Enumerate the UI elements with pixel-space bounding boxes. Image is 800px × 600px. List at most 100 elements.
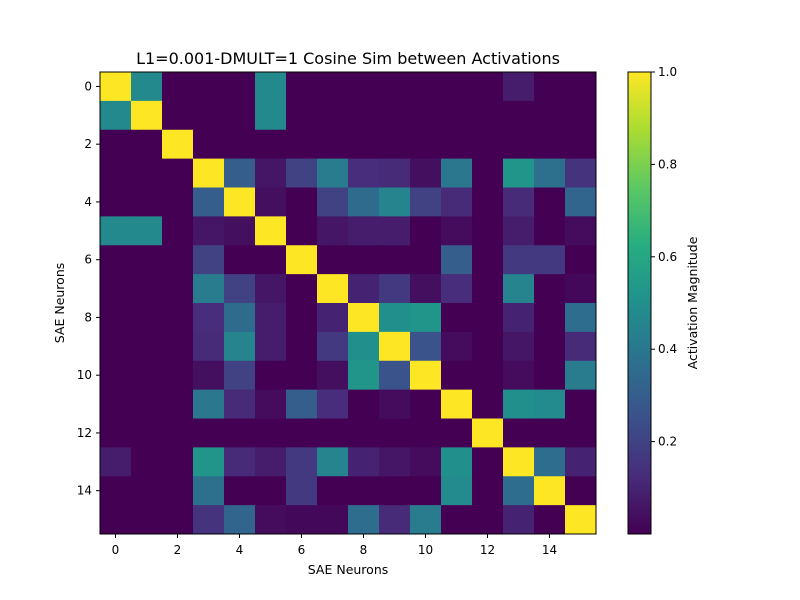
heatmap-cell-13-11 <box>441 447 473 477</box>
heatmap-cell-5-4 <box>224 216 256 246</box>
colorbar-tick-label: 0.2 <box>658 435 677 449</box>
heatmap-cell-15-5 <box>255 505 287 535</box>
heatmap-cell-8-10 <box>410 303 442 333</box>
heatmap-cell-11-0 <box>100 389 132 419</box>
heatmap-cell-1-0 <box>100 100 132 131</box>
heatmap-cell-7-5 <box>255 274 287 304</box>
heatmap-cell-12-8 <box>348 418 380 448</box>
heatmap-cell-0-12 <box>472 72 504 102</box>
heatmap-cell-13-9 <box>379 447 411 477</box>
heatmap-cell-9-11 <box>441 331 473 362</box>
heatmap-cell-14-6 <box>286 476 318 506</box>
heatmap-cell-2-1 <box>131 129 163 160</box>
heatmap-cell-0-0 <box>100 72 132 102</box>
plot-frame <box>99 71 597 535</box>
heatmap-cell-6-9 <box>379 245 411 275</box>
heatmap-cell-2-9 <box>379 129 411 160</box>
heatmap-cell-12-11 <box>441 418 473 448</box>
y-tick-label: 10 <box>77 368 92 382</box>
heatmap-cell-2-7 <box>317 129 349 160</box>
heatmap-cell-13-5 <box>255 447 287 477</box>
heatmap-cell-9-9 <box>379 331 411 362</box>
heatmap-cell-2-11 <box>441 129 473 160</box>
heatmap-cell-0-6 <box>286 72 318 102</box>
heatmap-cell-1-13 <box>503 100 535 131</box>
heatmap-cell-2-15 <box>565 129 597 160</box>
heatmap-cell-8-15 <box>565 303 597 333</box>
heatmap-cell-9-13 <box>503 331 535 362</box>
heatmap-cell-15-7 <box>317 505 349 535</box>
heatmap-cell-10-14 <box>534 360 566 391</box>
heatmap-cell-5-10 <box>410 216 442 246</box>
heatmap-cell-12-9 <box>379 418 411 448</box>
colorbar-tick-label: 0.6 <box>658 250 677 264</box>
heatmap-cell-4-1 <box>131 187 163 217</box>
x-tick-label: 6 <box>298 543 306 557</box>
chart-title: L1=0.001-DMULT=1 Cosine Sim between Acti… <box>136 49 560 68</box>
heatmap-cell-9-3 <box>193 331 225 362</box>
heatmap-cell-2-13 <box>503 129 535 160</box>
heatmap-cell-11-5 <box>255 389 287 419</box>
heatmap-cell-14-11 <box>441 476 473 506</box>
x-tick-label: 10 <box>418 543 433 557</box>
heatmap-cell-9-2 <box>162 331 194 362</box>
heatmap-cell-11-1 <box>131 389 163 419</box>
y-tick-label: 0 <box>84 79 92 93</box>
heatmap-cell-2-12 <box>472 129 504 160</box>
heatmap-cell-15-13 <box>503 505 535 535</box>
heatmap-cell-5-12 <box>472 216 504 246</box>
heatmap-cell-15-0 <box>100 505 132 535</box>
heatmap-cell-4-15 <box>565 187 597 217</box>
heatmap-cell-0-13 <box>503 72 535 102</box>
y-tick-label: 6 <box>84 253 92 267</box>
heatmap-cell-13-2 <box>162 447 194 477</box>
heatmap-cell-4-4 <box>224 187 256 217</box>
heatmap-cell-11-15 <box>565 389 597 419</box>
heatmap-cell-8-5 <box>255 303 287 333</box>
heatmap-cell-12-10 <box>410 418 442 448</box>
heatmap-cell-1-12 <box>472 100 504 131</box>
heatmap-cell-6-12 <box>472 245 504 275</box>
x-tick-label: 2 <box>174 543 182 557</box>
heatmap-cell-0-3 <box>193 72 225 102</box>
heatmap-cell-12-6 <box>286 418 318 448</box>
heatmap-cell-5-0 <box>100 216 132 246</box>
heatmap-cell-14-3 <box>193 476 225 506</box>
colorbar-tick-label: 0.4 <box>658 342 677 356</box>
heatmap-cell-14-0 <box>100 476 132 506</box>
heatmap-cell-4-3 <box>193 187 225 217</box>
heatmap-cell-6-8 <box>348 245 380 275</box>
heatmap-cell-4-11 <box>441 187 473 217</box>
heatmap-cell-3-15 <box>565 158 597 188</box>
heatmap-cell-9-6 <box>286 331 318 362</box>
heatmap-cell-5-1 <box>131 216 163 246</box>
heatmap-cell-7-10 <box>410 274 442 304</box>
heatmap-cell-2-0 <box>100 129 132 160</box>
heatmap-cell-4-5 <box>255 187 287 217</box>
heatmap-cell-9-8 <box>348 331 380 362</box>
heatmap-cell-3-13 <box>503 158 535 188</box>
heatmap-cell-15-9 <box>379 505 411 535</box>
heatmap-cell-2-4 <box>224 129 256 160</box>
heatmap-cell-15-4 <box>224 505 256 535</box>
x-axis-label: SAE Neurons <box>308 562 389 577</box>
heatmap-cell-0-2 <box>162 72 194 102</box>
heatmap-cell-3-3 <box>193 158 225 188</box>
heatmap-cell-1-2 <box>162 100 194 131</box>
heatmap-cell-14-12 <box>472 476 504 506</box>
heatmap-cell-1-14 <box>534 100 566 131</box>
heatmap-cell-4-10 <box>410 187 442 217</box>
heatmap-cell-13-3 <box>193 447 225 477</box>
heatmap-cell-2-6 <box>286 129 318 160</box>
heatmap-cell-3-2 <box>162 158 194 188</box>
heatmap-cell-4-8 <box>348 187 380 217</box>
heatmap-cell-8-13 <box>503 303 535 333</box>
heatmap-cell-0-15 <box>565 72 597 102</box>
colorbar-label: Activation Magnitude <box>685 236 700 369</box>
heatmap-cell-10-7 <box>317 360 349 391</box>
heatmap-cell-4-6 <box>286 187 318 217</box>
heatmap-cell-15-6 <box>286 505 318 535</box>
heatmap-cell-15-1 <box>131 505 163 535</box>
heatmap-cells <box>100 72 597 535</box>
heatmap-cell-0-14 <box>534 72 566 102</box>
